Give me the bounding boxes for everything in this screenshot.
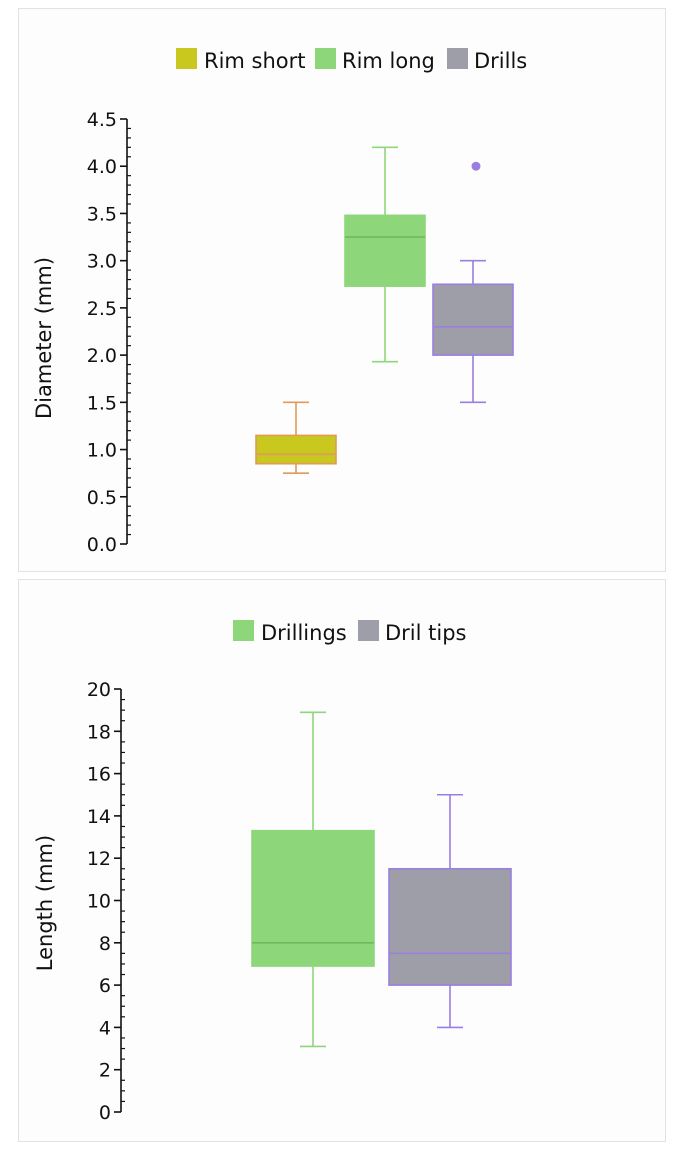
y-tick-label: 0.0 xyxy=(87,534,117,556)
legend-label-dril-tips: Dril tips xyxy=(385,621,467,645)
length-chart-panel: Drillings Dril tips Length (mm) 0 2 4 6 8 10 1… xyxy=(18,579,666,1142)
y-tick-label: 6 xyxy=(99,975,111,997)
y-axis-title: Length (mm) xyxy=(33,835,57,971)
y-tick-label: 8 xyxy=(99,933,111,955)
iqr-box xyxy=(388,867,512,986)
outlier-point xyxy=(471,161,481,171)
y-tick-label: 3.5 xyxy=(87,203,117,225)
diameter-boxplot: Rim short Rim long Drills Diameter (mm) … xyxy=(32,48,527,556)
y-tick-label: 0.5 xyxy=(87,487,117,509)
y-axis: 0.0 0.5 1.0 1.5 2.0 2.5 3.0 3.5 4.0 4.5 xyxy=(87,109,131,556)
legend-swatch-drillings xyxy=(233,620,254,641)
box-drills xyxy=(432,161,514,404)
legend-label-rim-short: Rim short xyxy=(204,49,306,73)
y-tick-label: 14 xyxy=(87,806,111,828)
length-boxplot: Drillings Dril tips Length (mm) 0 2 4 6 8 10 1… xyxy=(33,620,512,1124)
y-tick-label: 12 xyxy=(87,848,111,870)
y-tick-label: 18 xyxy=(87,721,111,743)
box-rim-short xyxy=(255,401,337,474)
y-tick-label: 1.0 xyxy=(87,440,117,462)
legend-label-drills: Drills xyxy=(474,49,527,73)
box-dril-tips xyxy=(388,793,512,1029)
y-tick-label: 20 xyxy=(87,679,111,701)
legend-label-rim-long: Rim long xyxy=(342,49,435,73)
plot-area xyxy=(255,146,514,474)
box-rim-long xyxy=(344,146,426,363)
y-tick-label: 2.5 xyxy=(87,298,117,320)
legend-swatch-dril-tips xyxy=(358,620,379,641)
legend: Rim short Rim long Drills xyxy=(176,48,527,73)
y-tick-label: 16 xyxy=(87,764,111,786)
y-tick-label: 1.5 xyxy=(87,392,117,414)
y-tick-label: 4.5 xyxy=(87,109,117,131)
iqr-box xyxy=(344,214,426,287)
y-tick-label: 3.0 xyxy=(87,251,117,273)
diameter-chart-panel: Rim short Rim long Drills Diameter (mm) … xyxy=(18,8,666,572)
plot-area xyxy=(251,711,512,1048)
y-tick-label: 4.0 xyxy=(87,156,117,178)
legend-swatch-drills xyxy=(447,48,468,69)
iqr-box xyxy=(432,283,514,356)
y-tick-label: 4 xyxy=(99,1017,111,1039)
legend-swatch-rim-long xyxy=(315,48,336,69)
legend-swatch-rim-short xyxy=(176,48,197,69)
iqr-box xyxy=(255,434,337,465)
y-axis: 0 2 4 6 8 10 12 14 16 18 20 xyxy=(87,679,125,1124)
y-tick-label: 2 xyxy=(99,1060,111,1082)
legend-label-drillings: Drillings xyxy=(261,621,347,645)
y-tick-label: 10 xyxy=(87,891,111,913)
y-tick-label: 2.0 xyxy=(87,345,117,367)
box-drillings xyxy=(251,711,375,1048)
y-axis-title: Diameter (mm) xyxy=(32,257,56,419)
y-tick-label: 0 xyxy=(99,1102,111,1124)
iqr-box xyxy=(251,829,375,967)
legend: Drillings Dril tips xyxy=(233,620,467,645)
